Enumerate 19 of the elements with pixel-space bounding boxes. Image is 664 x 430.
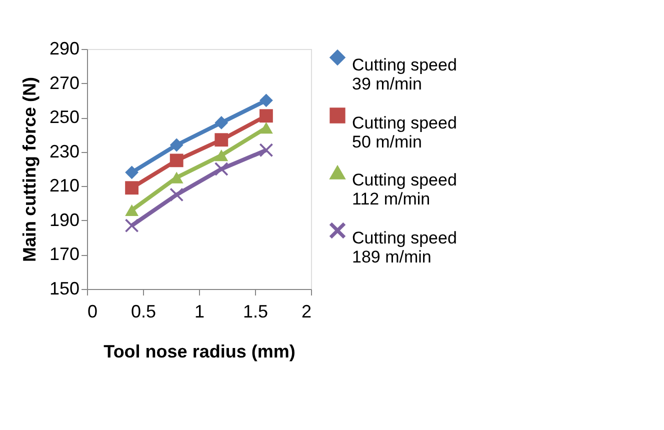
y-tick-label: 290 — [49, 38, 80, 58]
legend-label: Cutting speed 189 m/min — [352, 228, 457, 266]
y-tick-label: 210 — [49, 176, 80, 196]
legend-label: Cutting speed 112 m/min — [352, 170, 457, 208]
y-tick-label: 150 — [49, 278, 80, 298]
x-tick-label: 1.5 — [242, 302, 268, 322]
y-tick-label: 250 — [49, 107, 80, 128]
legend-label: Cutting speed 39 m/min — [352, 56, 457, 94]
y-tick-label: 270 — [49, 72, 80, 93]
y-tick-label: 190 — [49, 210, 80, 230]
legend-label: Cutting speed 50 m/min — [352, 114, 457, 152]
x-axis-title: Tool nose radius (mm) — [104, 342, 296, 362]
x-tick-label: 0.5 — [130, 302, 156, 322]
x-tick-label: 1 — [194, 302, 205, 322]
x-tick-label: 0 — [88, 302, 98, 322]
y-tick-label: 230 — [49, 141, 80, 162]
y-tick-label: 170 — [49, 244, 80, 264]
y-axis-title: Main cutting force (N) — [19, 77, 40, 262]
x-tick-label: 2 — [301, 302, 312, 322]
